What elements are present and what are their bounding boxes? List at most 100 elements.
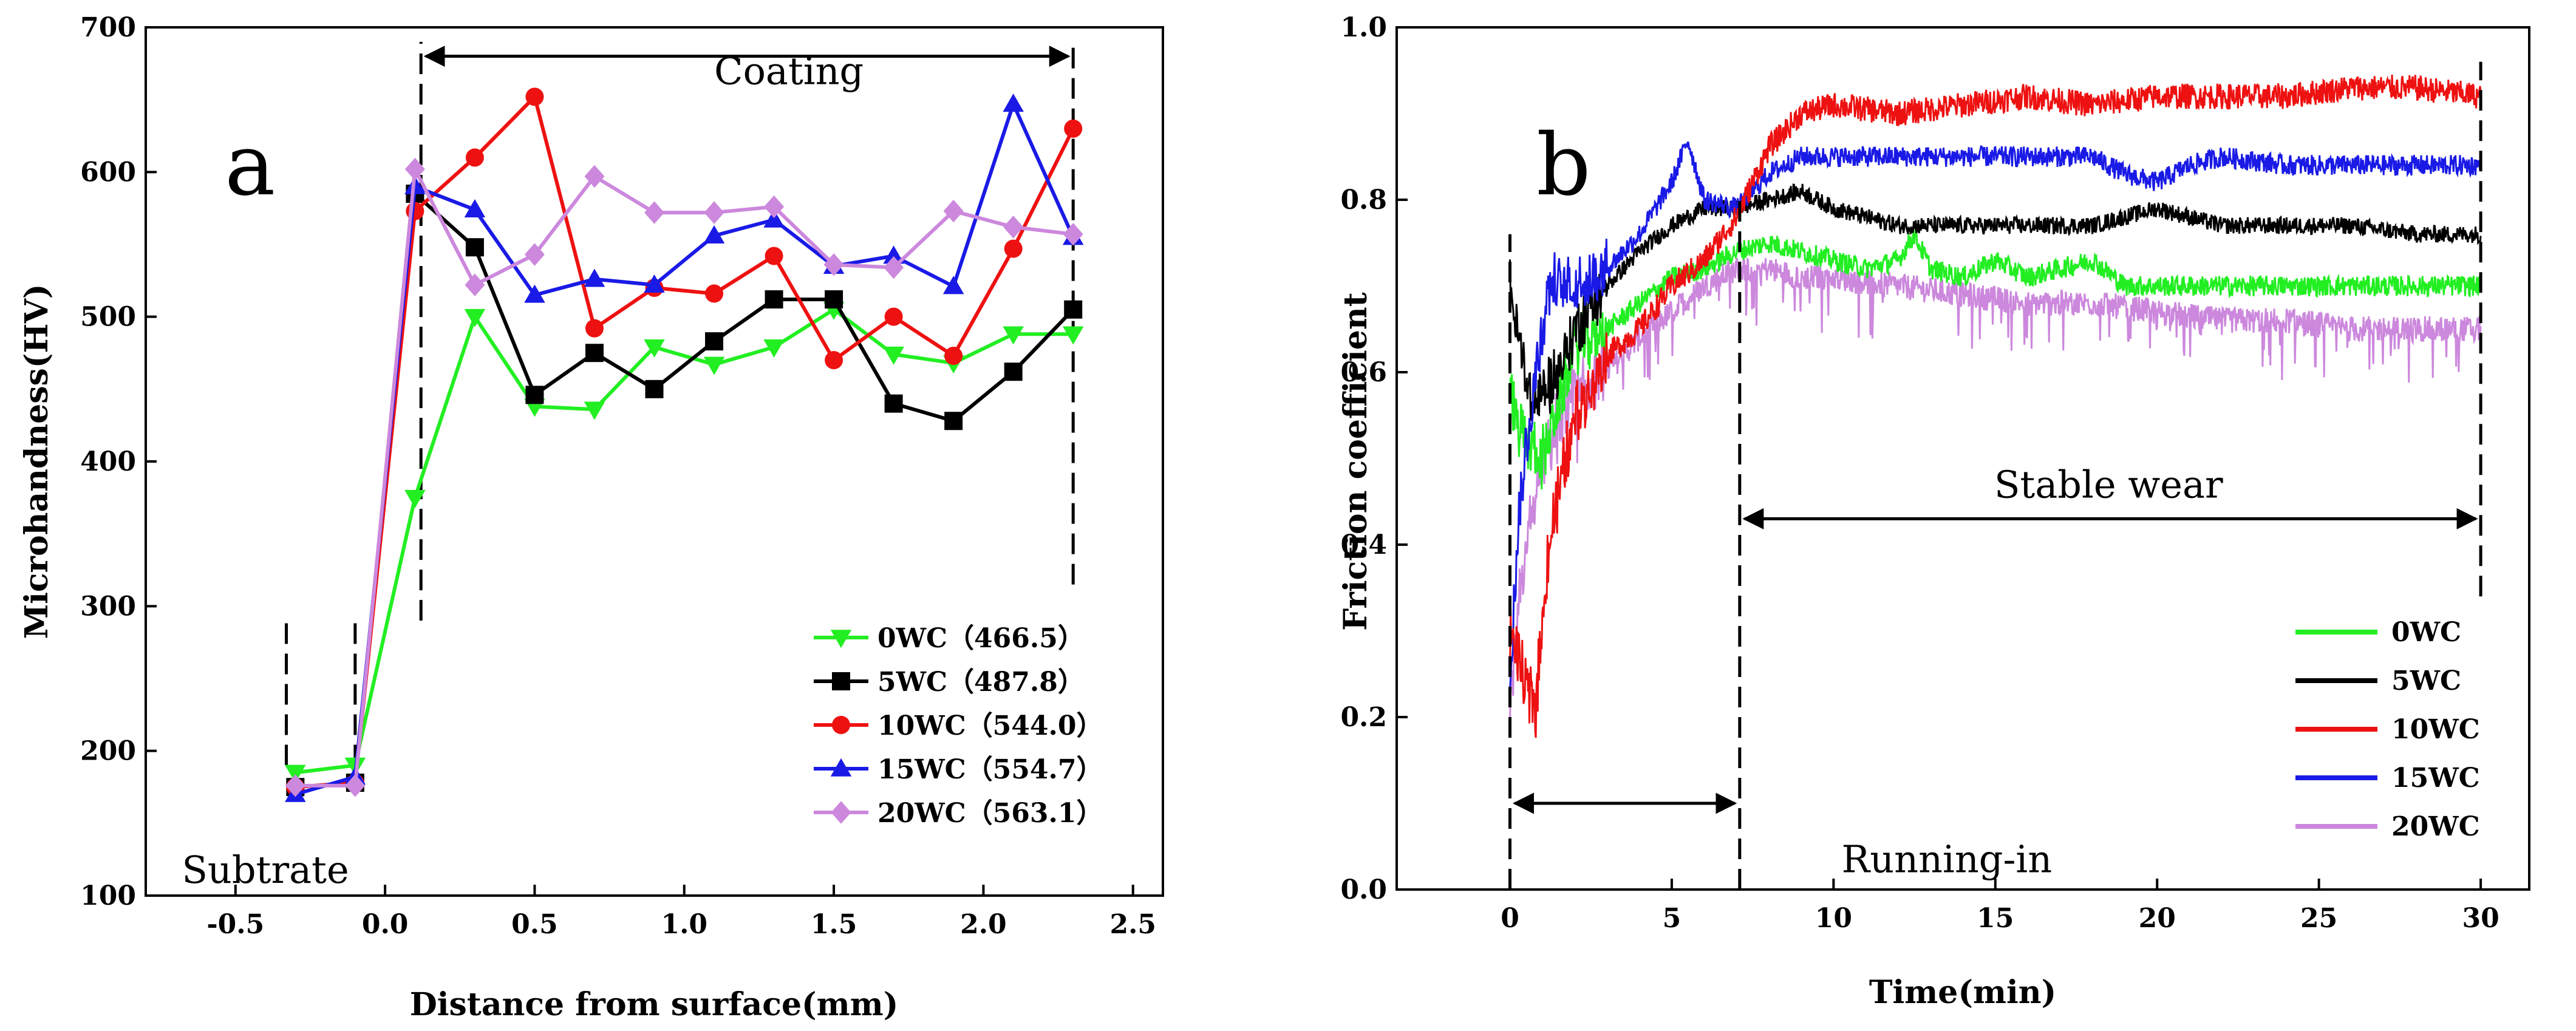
chart-microhardness: -0.5 0.0 0.5 1.0 1.5 2.0 2.5 100 200 300 400 500 60…: [18, 12, 1164, 1023]
data-point: [832, 716, 850, 734]
data-point: [942, 276, 964, 294]
data-point: [884, 307, 903, 326]
y-axis-label-a: Microhandness(HV): [18, 284, 55, 639]
data-point: [524, 243, 545, 266]
data-point: [765, 247, 783, 265]
data-point: [585, 344, 604, 362]
data-point: [1062, 326, 1084, 345]
data-point: [465, 273, 485, 296]
data-point: [585, 319, 604, 338]
y-tick-label: 600: [80, 157, 136, 188]
data-point: [764, 195, 785, 219]
series-line: [1509, 75, 2482, 738]
data-point: [944, 347, 963, 366]
x-axis-label-b: Time(min): [1869, 974, 2056, 1011]
y-tick-label: 200: [80, 736, 136, 767]
series-line: [295, 167, 1074, 788]
data-point: [944, 412, 963, 430]
subtrate-label: Subtrate: [182, 848, 349, 892]
data-point: [883, 245, 904, 264]
series-line: [1509, 256, 2482, 724]
chart-friction: 0 5 10 15 20 25 30 0.0 0.2 0.4 0.6 0.8 1.0 b Stable…: [1337, 12, 2530, 1011]
data-point: [584, 268, 605, 287]
data-point: [825, 290, 843, 309]
coating-label: Coating: [714, 49, 864, 94]
legend-label: 0WC（466.5）: [877, 623, 1085, 654]
y-tick-label: 0.8: [1340, 185, 1387, 216]
series-line: [295, 307, 1074, 775]
data-point: [943, 199, 964, 223]
x-tick-label: 30: [2462, 903, 2499, 934]
legend-item: 15WC（554.7）: [877, 754, 1103, 785]
data-point: [584, 165, 605, 188]
x-tick-label: 0.5: [511, 909, 558, 940]
data-point: [1003, 216, 1024, 239]
series-line: [1509, 141, 2482, 690]
x-tick-label: 25: [2300, 903, 2337, 934]
legend-item: 5WC（487.8）: [877, 667, 1085, 698]
stable-wear-label: Stable wear: [1994, 463, 2223, 507]
data-point: [1064, 119, 1083, 138]
y-tick-label: 700: [80, 12, 136, 43]
legend-label: 5WC: [2391, 665, 2461, 696]
x-tick-label: 0: [1501, 903, 1519, 934]
data-point: [465, 238, 484, 257]
data-point: [1004, 239, 1023, 258]
panel-label-a: a: [225, 116, 275, 215]
legend-item: 20WC（563.1）: [877, 798, 1103, 829]
series-line: [1509, 183, 2482, 421]
data-point: [525, 87, 544, 106]
data-point: [524, 284, 545, 303]
x-tick-label: -0.5: [206, 909, 264, 940]
data-point: [884, 394, 903, 413]
data-point: [465, 148, 484, 167]
data-point: [704, 201, 724, 224]
x-tick-label: 2.5: [1109, 909, 1156, 940]
data-point: [644, 274, 665, 293]
legend-label: 20WC: [2391, 811, 2480, 842]
legend-label: 15WC（554.7）: [877, 754, 1103, 785]
data-point: [884, 256, 904, 279]
data-point: [823, 253, 844, 276]
data-point: [644, 339, 665, 358]
data-point: [832, 672, 850, 690]
data-point: [464, 308, 486, 327]
data-point: [705, 284, 724, 303]
x-axis-label-a: Distance from surface(mm): [410, 986, 899, 1023]
x-tick-label: 10: [1815, 903, 1852, 934]
data-point: [1063, 223, 1083, 246]
data-point: [705, 332, 724, 351]
series-line: [295, 95, 1075, 789]
data-point: [345, 774, 366, 797]
legend-label: 10WC: [2391, 714, 2480, 745]
legend-label: 0WC: [2391, 617, 2461, 648]
data-point: [825, 351, 843, 370]
legend-item: 10WC: [2391, 714, 2480, 745]
y-tick-label: 300: [80, 591, 136, 622]
series-line: [1509, 225, 2482, 489]
y-tick-label: 0.6: [1340, 357, 1387, 388]
data-point: [285, 764, 306, 783]
data-point: [404, 157, 425, 181]
legend-label: 20WC（563.1）: [877, 798, 1103, 829]
data-point: [464, 199, 486, 218]
y-tick-label: 400: [80, 446, 136, 477]
data-point: [525, 386, 544, 404]
data-point: [830, 630, 852, 648]
data-point: [285, 774, 305, 797]
y-tick-label: 100: [80, 880, 136, 911]
series: [285, 157, 1083, 797]
data-point: [765, 290, 783, 309]
data-point: [404, 489, 426, 508]
data-point: [645, 379, 664, 398]
y-tick-label: 0.4: [1340, 529, 1387, 560]
legend-item: 15WC: [2391, 763, 2480, 794]
data-point: [703, 356, 725, 375]
panel-label-b: b: [1536, 116, 1591, 215]
data-point: [1003, 94, 1024, 112]
data-point: [883, 346, 904, 365]
data-point: [1003, 326, 1024, 345]
x-tick-label: 20: [2139, 903, 2176, 934]
x-tick-label: 1.5: [811, 909, 857, 940]
series: [286, 87, 1083, 797]
